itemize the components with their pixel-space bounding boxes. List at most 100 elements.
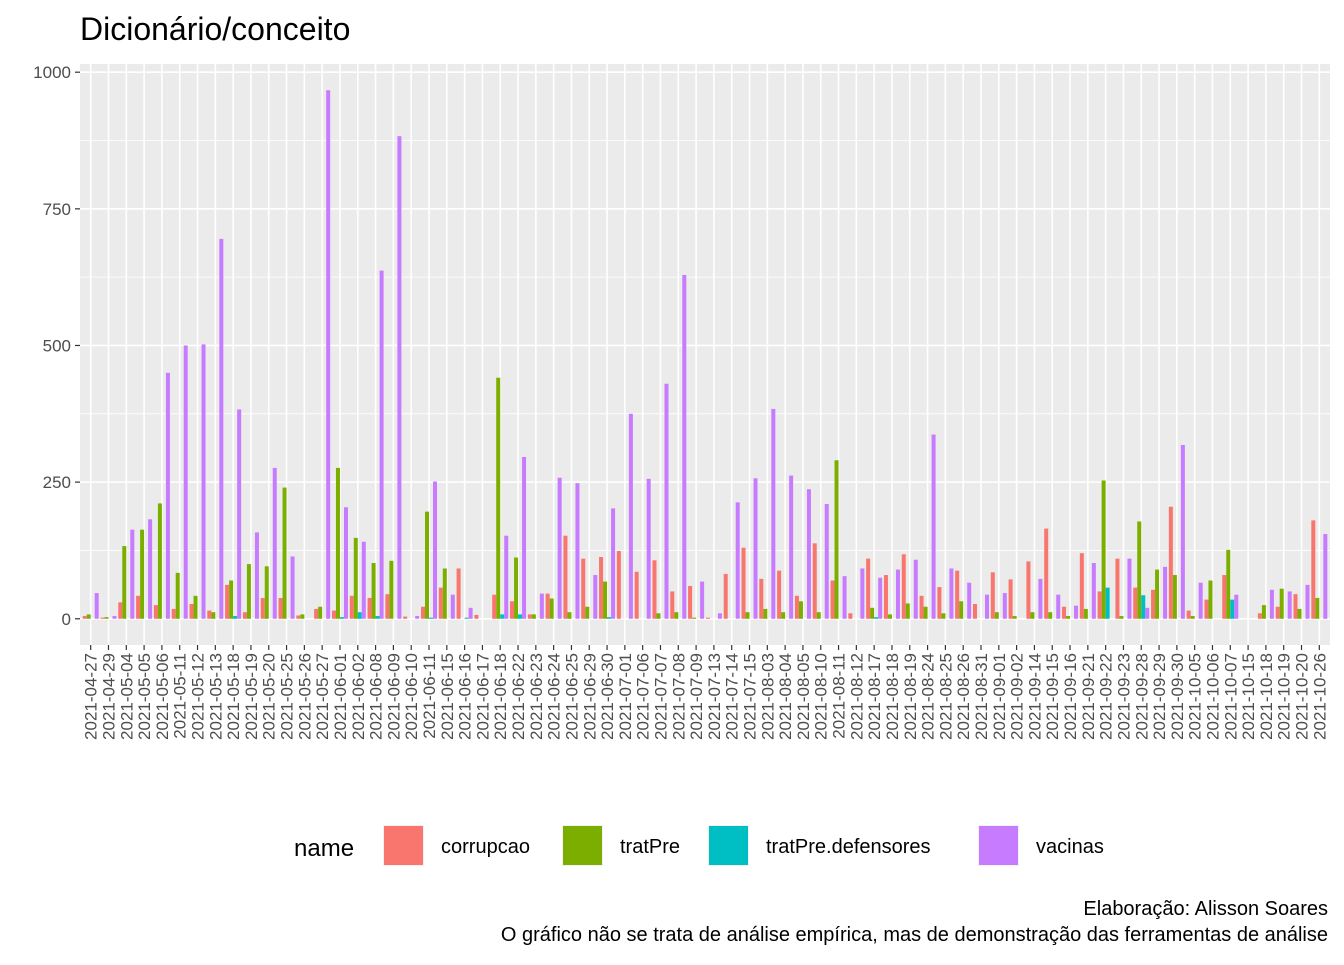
bar	[705, 617, 710, 619]
bar	[759, 578, 764, 619]
bar	[1030, 612, 1035, 619]
x-tick-label: 2021-08-11	[830, 653, 849, 739]
x-tick-label: 2021-10-15	[1239, 653, 1258, 740]
bar	[603, 581, 608, 619]
bar	[781, 612, 786, 619]
bar	[361, 541, 366, 619]
bar	[1163, 566, 1168, 619]
bar	[189, 604, 194, 619]
x-tick-label: 2021-07-01	[616, 653, 635, 740]
bar	[1062, 606, 1067, 619]
bar	[339, 617, 344, 619]
bar	[789, 475, 794, 619]
bar	[539, 593, 544, 619]
bar	[314, 608, 319, 619]
bar	[824, 503, 829, 619]
bar	[955, 570, 960, 619]
x-tick-label: 2021-08-25	[936, 653, 955, 740]
bar	[153, 605, 158, 619]
bar	[1083, 608, 1088, 619]
bar	[931, 434, 936, 619]
bar	[1074, 605, 1079, 619]
x-tick-label: 2021-10-07	[1221, 653, 1240, 740]
x-tick-label: 2021-07-07	[651, 653, 670, 740]
x-tick-label: 2021-06-18	[491, 653, 510, 740]
bar	[798, 601, 803, 619]
bar	[1127, 558, 1132, 619]
bar	[1323, 534, 1328, 619]
bar	[1097, 591, 1102, 619]
bar	[866, 558, 871, 619]
bar	[990, 572, 995, 619]
bar	[777, 570, 782, 619]
bar	[599, 557, 604, 619]
bar	[692, 617, 697, 619]
x-tick-label: 2021-09-14	[1025, 653, 1044, 740]
bar	[468, 607, 473, 619]
bar	[913, 559, 918, 619]
x-tick-label: 2021-10-20	[1293, 653, 1312, 740]
bar	[919, 595, 924, 619]
bar	[527, 614, 532, 619]
bar	[1315, 597, 1320, 619]
x-tick-label: 2021-05-27	[313, 653, 332, 740]
bar	[300, 614, 305, 619]
bar	[563, 535, 568, 619]
x-tick-label: 2021-08-18	[883, 653, 902, 740]
y-tick-label: 250	[43, 473, 71, 492]
bar	[379, 270, 384, 619]
bar	[1287, 591, 1292, 619]
bar	[136, 595, 141, 619]
bar	[1208, 580, 1213, 619]
x-tick-label: 2021-05-06	[153, 653, 172, 740]
bar	[1269, 589, 1274, 619]
bar	[171, 608, 176, 619]
bar	[1056, 594, 1061, 619]
bar	[848, 613, 853, 619]
bar	[585, 606, 590, 619]
bar	[717, 613, 722, 619]
bar	[1115, 558, 1120, 619]
legend-swatch	[563, 826, 602, 865]
bar	[415, 616, 420, 619]
bar	[682, 274, 687, 619]
bar	[260, 597, 265, 619]
bar	[878, 577, 883, 619]
x-tick-label: 2021-05-05	[135, 653, 154, 740]
x-tick-label: 2021-09-16	[1061, 653, 1080, 740]
x-tick-label: 2021-05-18	[224, 653, 243, 740]
bar	[1119, 616, 1124, 619]
x-tick-label: 2021-05-13	[206, 653, 225, 740]
bar	[385, 594, 390, 619]
x-tick-label: 2021-06-15	[438, 653, 457, 740]
bar	[504, 535, 509, 619]
bar	[959, 601, 964, 619]
bar	[1105, 587, 1110, 619]
bar	[183, 345, 188, 619]
bar	[972, 604, 977, 619]
bar	[1101, 480, 1106, 619]
bar	[994, 612, 999, 619]
x-tick-label: 2021-10-06	[1203, 653, 1222, 740]
bar	[1204, 599, 1209, 619]
bar	[883, 575, 888, 619]
bar	[834, 460, 839, 619]
bar	[545, 593, 550, 619]
bar	[842, 576, 847, 619]
bar	[670, 591, 675, 619]
bar	[1311, 520, 1316, 619]
x-tick-label: 2021-05-25	[278, 653, 297, 740]
bar	[237, 409, 242, 619]
bar	[1190, 616, 1195, 619]
bar	[923, 606, 928, 619]
bar	[104, 617, 109, 619]
bar	[371, 563, 376, 619]
x-tick-label: 2021-10-19	[1275, 653, 1294, 740]
bar	[464, 617, 469, 619]
bar	[1008, 579, 1013, 619]
bar	[1038, 578, 1043, 619]
y-tick-label: 1000	[33, 63, 71, 82]
bar	[201, 344, 206, 619]
bar	[735, 502, 740, 619]
bar	[549, 598, 554, 619]
